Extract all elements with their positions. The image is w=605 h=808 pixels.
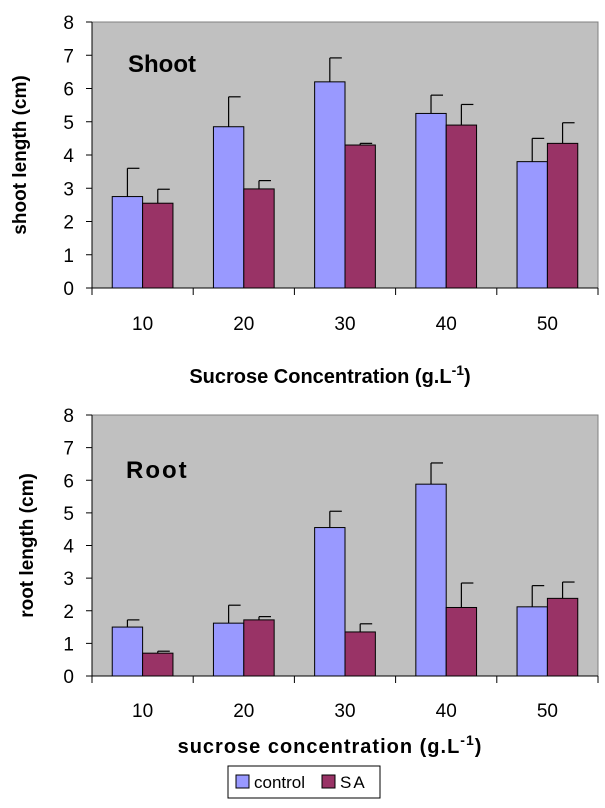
root-x-tick-label: 40 — [436, 701, 457, 722]
shoot-y-tick-label: 0 — [63, 279, 74, 300]
legend-swatch-control — [235, 774, 250, 789]
root-bar-control-10 — [111, 626, 144, 677]
root-y-tick-label: 4 — [63, 537, 74, 558]
root-bar-control-50 — [516, 606, 548, 677]
root-y-tick-label: 2 — [63, 602, 74, 623]
root-bar-sa-20 — [243, 619, 275, 677]
shoot-x-tick-label: 20 — [233, 314, 254, 335]
shoot-x-tick-label: 10 — [132, 314, 153, 335]
root-bar-sa-30 — [344, 631, 376, 677]
root-bar-sa-50 — [546, 597, 579, 677]
shoot-chart-title: Shoot — [128, 51, 196, 78]
root-x-axis-label: sucrose concentration (g.L-1) — [178, 732, 483, 758]
root-y-tick-label: 6 — [63, 471, 74, 492]
shoot-bar-sa-20 — [243, 188, 275, 289]
root-y-tick-label: 3 — [63, 569, 74, 590]
shoot-bar-sa-50 — [546, 142, 579, 289]
shoot-y-tick-label: 7 — [63, 46, 74, 67]
shoot-bar-sa-40 — [445, 124, 478, 289]
root-y-tick-label: 7 — [63, 439, 74, 460]
shoot-y-tick-label: 4 — [63, 146, 74, 167]
root-x-tick-label: 20 — [233, 701, 254, 722]
legend-label-control: control — [254, 773, 305, 792]
shoot-y-tick-label: 1 — [63, 246, 74, 267]
shoot-y-tick-label: 8 — [63, 13, 74, 34]
legend: control SA — [227, 765, 381, 799]
root-y-axis-label: root length (cm) — [17, 473, 38, 618]
root-chart: 0 1 2 3 4 5 6 7 8 10 20 30 40 50 Root root length (cm) s… — [17, 406, 599, 758]
shoot-y-tick-label: 5 — [63, 113, 74, 134]
shoot-bar-control-10 — [111, 196, 144, 289]
root-bar-control-40 — [415, 483, 447, 677]
root-y-tick-label: 8 — [63, 406, 74, 427]
root-y-tick-label: 1 — [63, 634, 74, 655]
root-chart-title: Root — [126, 457, 189, 484]
root-bar-control-30 — [314, 527, 346, 677]
root-bar-sa-10 — [142, 652, 174, 677]
root-bar-sa-40 — [445, 606, 478, 677]
shoot-bar-control-20 — [212, 126, 245, 289]
shoot-x-axis-label: Sucrose Concentration (g.L-1) — [189, 362, 470, 388]
root-x-tick-label: 50 — [537, 701, 558, 722]
root-bar-control-20 — [212, 622, 245, 677]
root-y-tick-label: 5 — [63, 504, 74, 525]
shoot-x-tick-label: 30 — [334, 314, 355, 335]
root-y-tick-label: 0 — [63, 667, 74, 688]
shoot-bar-sa-30 — [344, 144, 376, 289]
legend-label-sa: SA — [340, 773, 367, 792]
shoot-bar-control-30 — [314, 81, 346, 289]
shoot-bar-control-50 — [516, 161, 548, 289]
shoot-bar-control-40 — [415, 112, 447, 289]
shoot-y-axis-label: shoot length (cm) — [10, 75, 31, 234]
shoot-y-tick-label: 2 — [63, 213, 74, 234]
shoot-chart: 0 1 2 3 4 5 6 7 8 10 20 30 40 50 Shoot shoot length (cm… — [10, 13, 599, 388]
shoot-x-tick-label: 40 — [436, 314, 457, 335]
shoot-y-tick-label: 3 — [63, 179, 74, 200]
legend-swatch-sa — [321, 774, 336, 789]
root-x-tick-label: 30 — [334, 701, 355, 722]
shoot-y-tick-label: 6 — [63, 80, 74, 101]
root-x-tick-label: 10 — [132, 701, 153, 722]
shoot-bar-sa-10 — [142, 202, 174, 289]
legend-box — [227, 765, 381, 799]
shoot-x-tick-label: 50 — [537, 314, 558, 335]
